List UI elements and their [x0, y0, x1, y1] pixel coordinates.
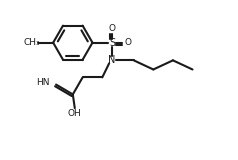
Text: S: S: [109, 38, 115, 48]
Text: O: O: [109, 24, 116, 33]
Text: CH₃: CH₃: [23, 38, 40, 47]
Text: O: O: [124, 38, 131, 47]
Text: N: N: [109, 55, 116, 65]
Text: HN: HN: [36, 78, 49, 87]
Text: OH: OH: [68, 108, 82, 118]
